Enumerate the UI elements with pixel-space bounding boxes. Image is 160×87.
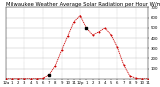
Text: Milwaukee Weather Average Solar Radiation per Hour W/m2 (Last 24 Hours): Milwaukee Weather Average Solar Radiatio… [6,2,160,7]
